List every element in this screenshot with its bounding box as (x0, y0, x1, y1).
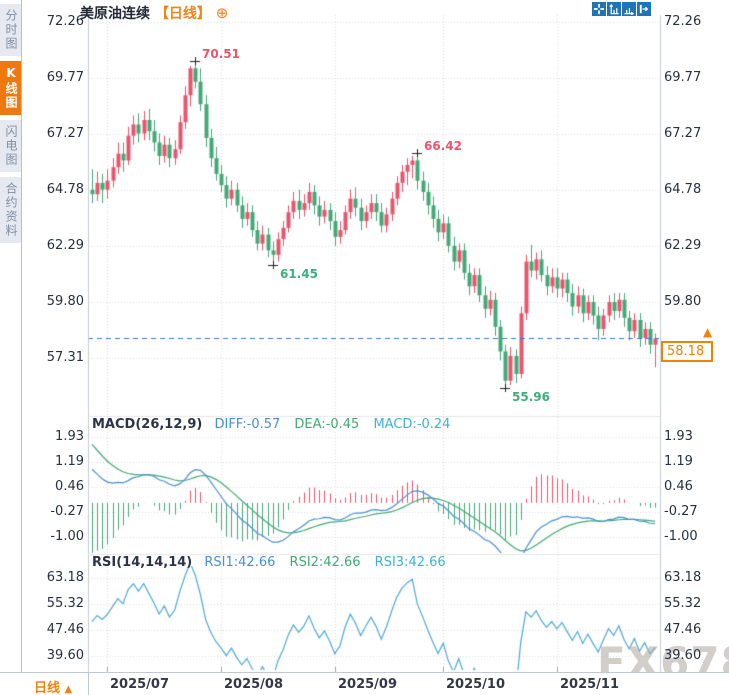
shift-right-icon[interactable] (637, 2, 651, 16)
y-axis-label: 64.78 (46, 182, 84, 197)
x-axis-month-label: 2025/11 (560, 677, 620, 692)
y-axis-label: 72.26 (46, 14, 84, 29)
macd-diff-value: DIFF:-0.57 (214, 417, 281, 432)
y-axis-label: 1.19 (664, 454, 693, 469)
timeframe-arrow-icon: ▲ (64, 684, 73, 695)
y-axis-label: 47.46 (46, 622, 84, 637)
y-axis-label: 59.80 (664, 294, 702, 309)
low-price-annotation: 61.45 (280, 267, 318, 281)
timeframe-selector[interactable]: 日线 ▲ (34, 677, 72, 695)
rsi3-value: RSI3:42.66 (374, 555, 446, 570)
macd-params-label: MACD(26,12,9) (92, 417, 203, 432)
y-axis-label: 67.27 (46, 126, 84, 141)
chart-title: 美原油连续 【日线】 ⊕ (80, 3, 228, 23)
chart-toolbar (592, 2, 651, 16)
bottom-bar-divider (88, 673, 89, 695)
sidebar-tab-1[interactable]: 分时图 (0, 4, 21, 56)
price-alert-arrow-icon[interactable]: ▲ (703, 325, 713, 339)
low-price-annotation: 55.96 (512, 390, 550, 404)
y-axis-label: 55.32 (46, 596, 84, 611)
y-axis-scale-icon[interactable] (607, 2, 621, 16)
rsi1-value: RSI1:42.66 (204, 555, 276, 570)
x-axis-month-label: 2025/09 (338, 677, 398, 692)
high-price-annotation: 66.42 (424, 139, 462, 153)
pan-move-icon[interactable] (592, 2, 606, 16)
last-price-value: 58.18 (667, 344, 705, 359)
y-axis-label: 67.27 (664, 126, 702, 141)
add-indicator-icon[interactable]: ⊕ (215, 4, 229, 22)
y-axis-label: -0.27 (50, 504, 84, 519)
y-axis-label: 63.18 (46, 570, 84, 585)
y-axis-label: 0.46 (664, 479, 693, 494)
rsi2-value: RSI2:42.66 (289, 555, 361, 570)
y-axis-label: -1.00 (664, 529, 698, 544)
sidebar-tab-4[interactable]: 合约资料 (0, 177, 21, 243)
x-axis-bar: 日线 ▲ 2025/07 2025/08 2025/09 2025/10 2025/11 (0, 672, 729, 695)
y-axis-label: -1.00 (50, 529, 84, 544)
rsi-params-label: RSI(14,14,14) (92, 555, 193, 570)
y-axis-label: 57.31 (46, 350, 84, 365)
y-axis-label: 0.46 (55, 479, 84, 494)
sidebar-tab-2[interactable]: K线图 (0, 61, 21, 115)
y-axis-label: -0.27 (664, 504, 698, 519)
macd-bar-value: MACD:-0.24 (373, 417, 451, 432)
macd-dea-value: DEA:-0.45 (294, 417, 360, 432)
y-axis-label: 63.18 (664, 570, 702, 585)
y-axis-label: 55.32 (664, 596, 702, 611)
rsi-header: RSI(14,14,14) RSI1:42.66 RSI2:42.66 RSI3… (92, 555, 446, 570)
y-axis-label: 62.29 (46, 238, 84, 253)
y-axis-label: 1.93 (664, 429, 693, 444)
y-axis-label: 1.93 (55, 429, 84, 444)
y-axis-label: 72.26 (664, 14, 702, 29)
y-axis-label: 69.77 (664, 70, 702, 85)
y-axis-label: 62.29 (664, 238, 702, 253)
last-price-tag: 58.18 (661, 341, 713, 362)
x-axis-month-label: 2025/10 (446, 677, 506, 692)
period-label: 【日线】 (154, 6, 211, 22)
y-axis-label: 47.46 (664, 622, 702, 637)
timeframe-label: 日线 (34, 681, 61, 695)
y-axis-label: 39.60 (46, 648, 84, 663)
y-axis-label: 1.19 (55, 454, 84, 469)
y-axis-label: 64.78 (664, 182, 702, 197)
high-price-annotation: 70.51 (202, 47, 240, 61)
macd-header: MACD(26,12,9) DIFF:-0.57 DEA:-0.45 MACD:… (92, 417, 450, 432)
y-axis-label: 39.60 (664, 648, 702, 663)
x-axis-scale-icon[interactable] (622, 2, 636, 16)
symbol-name: 美原油连续 (80, 6, 150, 22)
x-axis-month-label: 2025/07 (110, 677, 170, 692)
y-axis-label: 69.77 (46, 70, 84, 85)
sidebar-tabs: 分时图 K线图闪电图合约资料 (0, 0, 22, 695)
x-axis-month-label: 2025/08 (224, 677, 284, 692)
sidebar-tab-3[interactable]: 闪电图 (0, 120, 21, 172)
y-axis-label: 59.80 (46, 294, 84, 309)
